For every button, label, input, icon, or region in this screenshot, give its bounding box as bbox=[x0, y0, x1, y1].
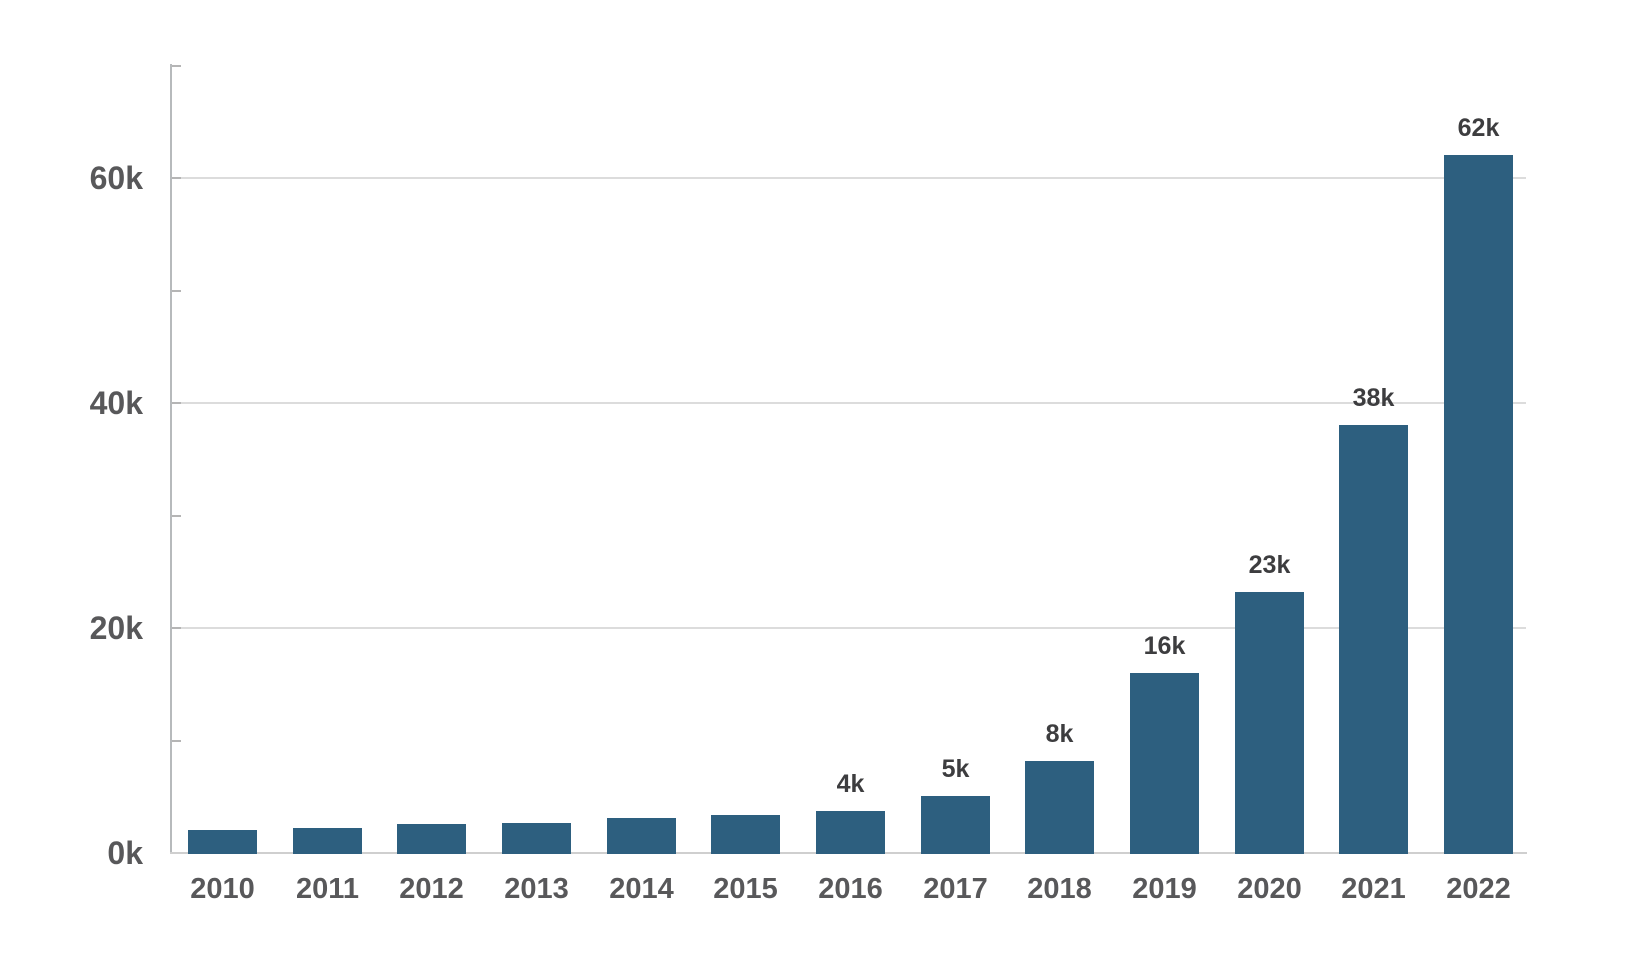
x-tick-label-2016: 2016 bbox=[818, 873, 883, 905]
x-tick-label-2011: 2011 bbox=[296, 873, 359, 905]
bar-2015 bbox=[711, 815, 780, 854]
y-axis-tick-60k bbox=[172, 177, 181, 179]
y-axis-tick-40k bbox=[172, 402, 181, 404]
x-tick-label-2021: 2021 bbox=[1341, 873, 1406, 905]
y-axis-tick-30k bbox=[172, 515, 181, 517]
bar-2019 bbox=[1130, 673, 1199, 854]
x-tick-label-2013: 2013 bbox=[504, 873, 569, 905]
x-tick-label-2010: 2010 bbox=[190, 873, 255, 905]
bar-2014 bbox=[607, 818, 676, 854]
gridline-40k bbox=[171, 402, 1526, 404]
bar-value-label-2018: 8k bbox=[1045, 720, 1074, 748]
y-tick-label-0k: 0k bbox=[107, 835, 143, 871]
bar-value-label-2021: 38k bbox=[1352, 384, 1395, 412]
y-axis-tick-70k bbox=[172, 65, 181, 67]
bar-2018 bbox=[1025, 761, 1094, 854]
x-tick-label-2018: 2018 bbox=[1027, 873, 1092, 905]
bar-value-label-2022: 62k bbox=[1457, 114, 1500, 142]
y-axis-tick-20k bbox=[172, 627, 181, 629]
x-tick-label-2020: 2020 bbox=[1237, 873, 1302, 905]
bar-2020 bbox=[1235, 592, 1304, 854]
x-tick-label-2014: 2014 bbox=[609, 873, 674, 905]
bar-2021 bbox=[1339, 425, 1408, 854]
bar-2017 bbox=[921, 796, 990, 854]
bar-value-label-2020: 23k bbox=[1248, 551, 1291, 579]
bar-2011 bbox=[293, 828, 362, 854]
bar-2010 bbox=[188, 830, 257, 854]
x-tick-label-2017: 2017 bbox=[923, 873, 988, 905]
bar-value-label-2017: 5k bbox=[941, 755, 970, 783]
x-tick-label-2022: 2022 bbox=[1446, 873, 1511, 905]
bar-2013 bbox=[502, 823, 571, 854]
gridline-20k bbox=[171, 627, 1526, 629]
x-tick-label-2015: 2015 bbox=[713, 873, 778, 905]
bar-2016 bbox=[816, 811, 885, 854]
bar-value-label-2016: 4k bbox=[836, 770, 865, 798]
bar-2022 bbox=[1444, 155, 1513, 854]
bar-value-label-2019: 16k bbox=[1143, 632, 1186, 660]
y-axis-tick-50k bbox=[172, 290, 181, 292]
x-tick-label-2019: 2019 bbox=[1132, 873, 1197, 905]
gridline-60k bbox=[171, 177, 1526, 179]
x-tick-label-2012: 2012 bbox=[399, 873, 464, 905]
y-tick-label-60k: 60k bbox=[89, 160, 143, 196]
bar-2012 bbox=[397, 824, 466, 854]
y-tick-label-20k: 20k bbox=[89, 610, 143, 646]
y-axis-tick-10k bbox=[172, 740, 181, 742]
y-axis-line bbox=[170, 64, 172, 854]
y-tick-label-40k: 40k bbox=[89, 385, 143, 421]
